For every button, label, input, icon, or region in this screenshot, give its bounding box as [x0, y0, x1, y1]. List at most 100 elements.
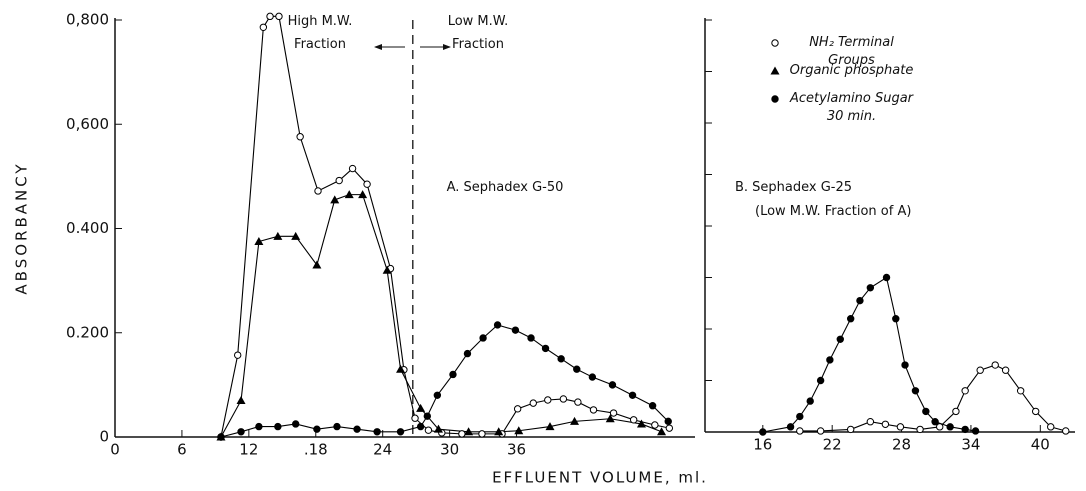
data-point — [396, 364, 406, 373]
data-point — [335, 176, 343, 185]
data-point — [511, 326, 520, 334]
x-tick-label: 6 — [177, 441, 187, 459]
data-point — [605, 414, 615, 423]
data-point — [296, 133, 304, 141]
x-tick-label: .18 — [304, 441, 328, 459]
data-point — [946, 423, 954, 431]
data-point — [545, 422, 555, 431]
data-point — [806, 397, 814, 405]
data-point — [648, 402, 657, 410]
data-point — [333, 422, 341, 431]
data-point — [573, 365, 581, 373]
data-point — [856, 296, 864, 305]
y-tick-label: 0,600 — [66, 115, 109, 133]
data-point — [291, 231, 301, 240]
data-point — [493, 321, 502, 329]
data-point — [971, 427, 980, 435]
legend-marker — [771, 95, 779, 103]
data-point — [382, 265, 392, 274]
data-point — [881, 420, 890, 428]
data-point — [411, 414, 419, 422]
data-point — [574, 398, 582, 406]
x-tick-label: 28 — [892, 436, 911, 454]
data-point — [514, 426, 524, 435]
data-point — [629, 416, 638, 424]
data-point — [588, 373, 597, 381]
x-tick-label: 30 — [440, 441, 459, 459]
series-line — [220, 194, 662, 438]
data-point — [544, 396, 552, 404]
data-point — [348, 164, 357, 173]
data-point — [976, 366, 984, 374]
y-tick-label: 0,800 — [66, 11, 109, 29]
data-point — [255, 422, 263, 431]
data-point — [373, 428, 381, 436]
y-tick-label: 0.200 — [66, 323, 109, 341]
data-point — [275, 12, 283, 21]
data-point — [1047, 423, 1055, 431]
series-line — [762, 276, 976, 433]
annotation: Low M.W. Fraction — [447, 14, 509, 52]
data-point — [952, 407, 960, 416]
data-point — [274, 422, 282, 431]
data-point — [759, 428, 767, 436]
data-point — [816, 427, 825, 435]
data-point — [1001, 366, 1010, 374]
annotation: A. Sephadex G-50 — [446, 180, 564, 195]
data-point — [217, 433, 225, 441]
legend-label: Acetylamino Sugar 30 min. — [789, 91, 914, 124]
data-point — [363, 180, 371, 188]
data-point — [513, 405, 522, 413]
data-point — [396, 428, 405, 436]
data-point — [233, 351, 242, 359]
data-point — [312, 260, 322, 269]
data-point — [786, 423, 795, 431]
data-point — [931, 418, 939, 426]
data-point — [901, 361, 909, 369]
data-point — [628, 391, 637, 399]
data-point — [836, 335, 844, 343]
legend-marker — [770, 66, 780, 75]
data-point — [911, 387, 920, 395]
data-point — [651, 421, 659, 429]
x-tick-label: 16 — [753, 436, 772, 454]
data-point — [866, 284, 875, 292]
data-point — [866, 418, 875, 426]
data-point — [449, 370, 457, 379]
data-point — [896, 423, 905, 431]
data-point — [479, 334, 487, 342]
data-point — [961, 425, 969, 434]
data-point — [494, 427, 504, 436]
y-tick-label: 0.400 — [66, 219, 109, 237]
y-axis-label: ABSORBANCY — [13, 161, 31, 294]
data-point — [458, 430, 466, 438]
data-point — [313, 425, 321, 433]
data-point — [1062, 427, 1070, 435]
data-point — [816, 376, 825, 385]
data-point — [236, 396, 246, 405]
data-point — [664, 417, 672, 426]
data-point — [636, 419, 646, 428]
y-tick-label: 0 — [99, 428, 109, 446]
data-point — [259, 23, 268, 31]
data-point — [416, 422, 425, 431]
data-point — [796, 427, 804, 435]
series-line — [220, 324, 669, 438]
data-point — [961, 387, 969, 395]
data-point — [609, 409, 618, 417]
annotation: High M.W. Fraction — [287, 14, 353, 52]
data-point — [936, 423, 944, 431]
data-point — [665, 424, 674, 432]
data-point — [463, 349, 472, 358]
data-point — [527, 334, 535, 342]
data-point — [358, 190, 368, 199]
data-point — [464, 427, 474, 436]
data-point — [991, 361, 999, 369]
data-point — [557, 355, 565, 363]
data-point — [796, 412, 804, 421]
x-tick-label: 0 — [110, 441, 120, 459]
data-point — [254, 237, 264, 246]
x-tick-label: 34 — [961, 436, 980, 454]
data-point — [353, 425, 361, 433]
